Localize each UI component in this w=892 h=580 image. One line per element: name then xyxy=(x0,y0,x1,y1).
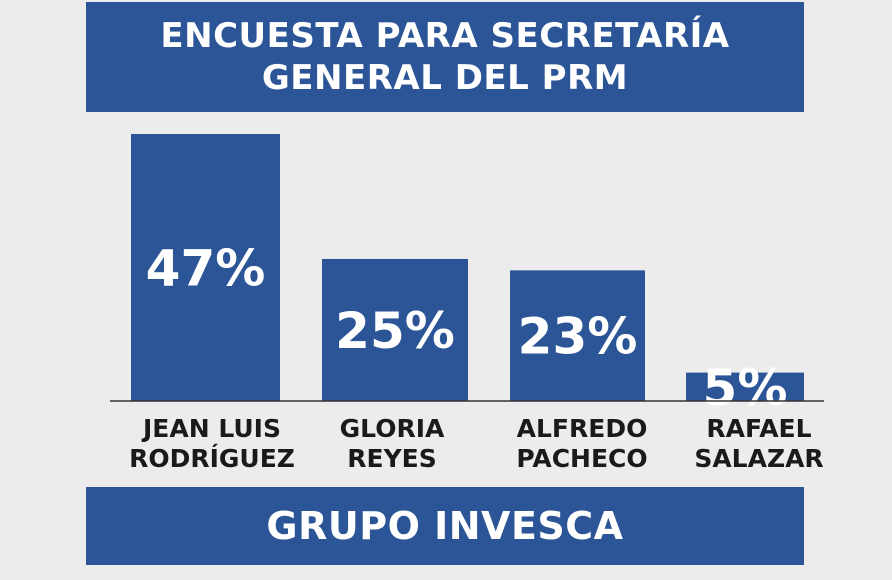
source-banner: GRUPO INVESCA xyxy=(86,487,804,565)
bar-gloria-reyes xyxy=(322,258,468,401)
category-label-jean-luis-rodriguez-line-1: JEAN LUIS xyxy=(141,414,281,443)
value-label-jean-luis-rodriguez: 47% xyxy=(146,240,266,298)
bar-rafael-salazar xyxy=(686,372,804,401)
bar-alfredo-pacheco xyxy=(510,270,645,401)
bar-jean-luis-rodriguez xyxy=(131,134,280,401)
category-label-rafael-salazar-line-2: SALAZAR xyxy=(694,444,823,473)
value-label-rafael-salazar: 5% xyxy=(703,359,788,417)
category-label-jean-luis-rodriguez-line-2: RODRÍGUEZ xyxy=(129,444,295,473)
source-label: GRUPO INVESCA xyxy=(266,504,624,548)
chart-title-line-1: ENCUESTA PARA SECRETARÍA xyxy=(160,16,730,56)
category-label-alfredo-pacheco-line-1: ALFREDO xyxy=(517,414,648,443)
category-label-rafael-salazar-line-1: RAFAEL xyxy=(706,414,811,443)
category-label-alfredo-pacheco-line-2: PACHECO xyxy=(516,444,647,473)
chart-title-line-2: GENERAL DEL PRM xyxy=(261,58,629,98)
chart-title-banner: ENCUESTA PARA SECRETARÍA GENERAL DEL PRM xyxy=(86,2,804,112)
value-label-alfredo-pacheco: 23% xyxy=(518,308,638,366)
value-label-gloria-reyes: 25% xyxy=(335,302,455,360)
category-label-gloria-reyes-line-1: GLORIA xyxy=(340,414,445,443)
category-label-gloria-reyes-line-2: REYES xyxy=(347,444,437,473)
